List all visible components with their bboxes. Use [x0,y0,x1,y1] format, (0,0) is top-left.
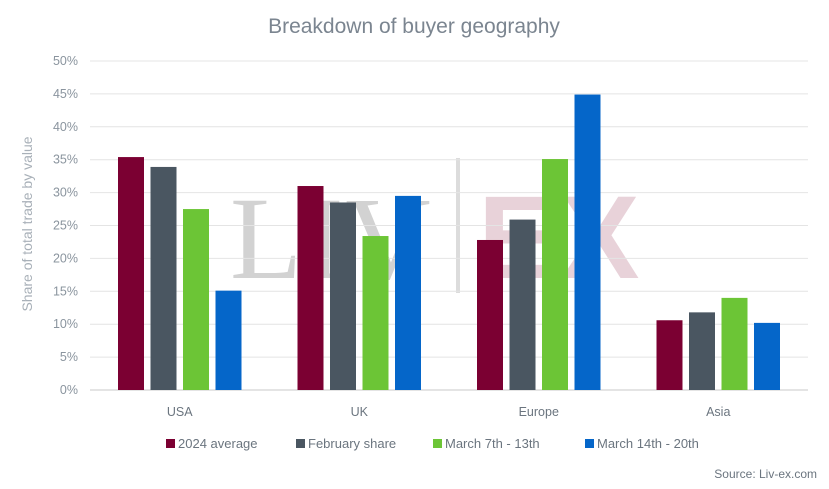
bar [542,159,568,390]
source-note: Source: Liv-ex.com [714,467,817,481]
legend-label: March 7th - 13th [445,436,540,451]
legend-label: 2024 average [178,436,258,451]
bar [118,157,144,390]
bars [118,94,780,391]
y-tick-label: 5% [60,350,78,364]
y-tick-label: 30% [53,186,78,200]
chart-title: Breakdown of buyer geography [268,15,560,38]
y-tick-label: 0% [60,383,78,397]
y-tick-label: 40% [53,120,78,134]
bar [754,322,780,390]
x-category-label: Europe [519,405,559,419]
bar [656,320,683,390]
legend-swatch [166,439,175,448]
y-tick-label: 10% [53,317,78,331]
y-tick-label: 15% [53,284,78,298]
bar [721,297,748,390]
bar [395,195,421,390]
bar [215,290,242,390]
legend-label: March 14th - 20th [597,436,699,451]
x-category-label: Asia [706,405,730,419]
legend-swatch [296,439,305,448]
x-axis-categories: USA UK Europe Asia [167,405,731,419]
bar [574,94,601,391]
y-axis-ticks: 0% 5% 10% 15% 20% 25% 30% 35% 40% 45% 50% [53,54,78,397]
legend-label: February share [308,436,396,451]
y-axis-label: Share of total trade by value [19,136,35,311]
legend-swatch [585,439,594,448]
y-tick-label: 25% [53,219,78,233]
legend-swatch [433,439,442,448]
gridlines [90,60,808,391]
x-category-label: USA [167,405,193,419]
bar [297,186,324,390]
bar [362,236,389,390]
x-category-label: UK [351,405,369,419]
y-tick-label: 50% [53,54,78,68]
y-tick-label: 20% [53,251,78,265]
bar [477,239,503,390]
y-tick-label: 35% [53,153,78,167]
bar [150,166,177,390]
y-tick-label: 45% [53,87,78,101]
bar [509,219,536,390]
bar [330,202,356,390]
legend: 2024 average February share March 7th - 13… [166,436,699,451]
bar [689,312,715,390]
bar [183,209,209,390]
